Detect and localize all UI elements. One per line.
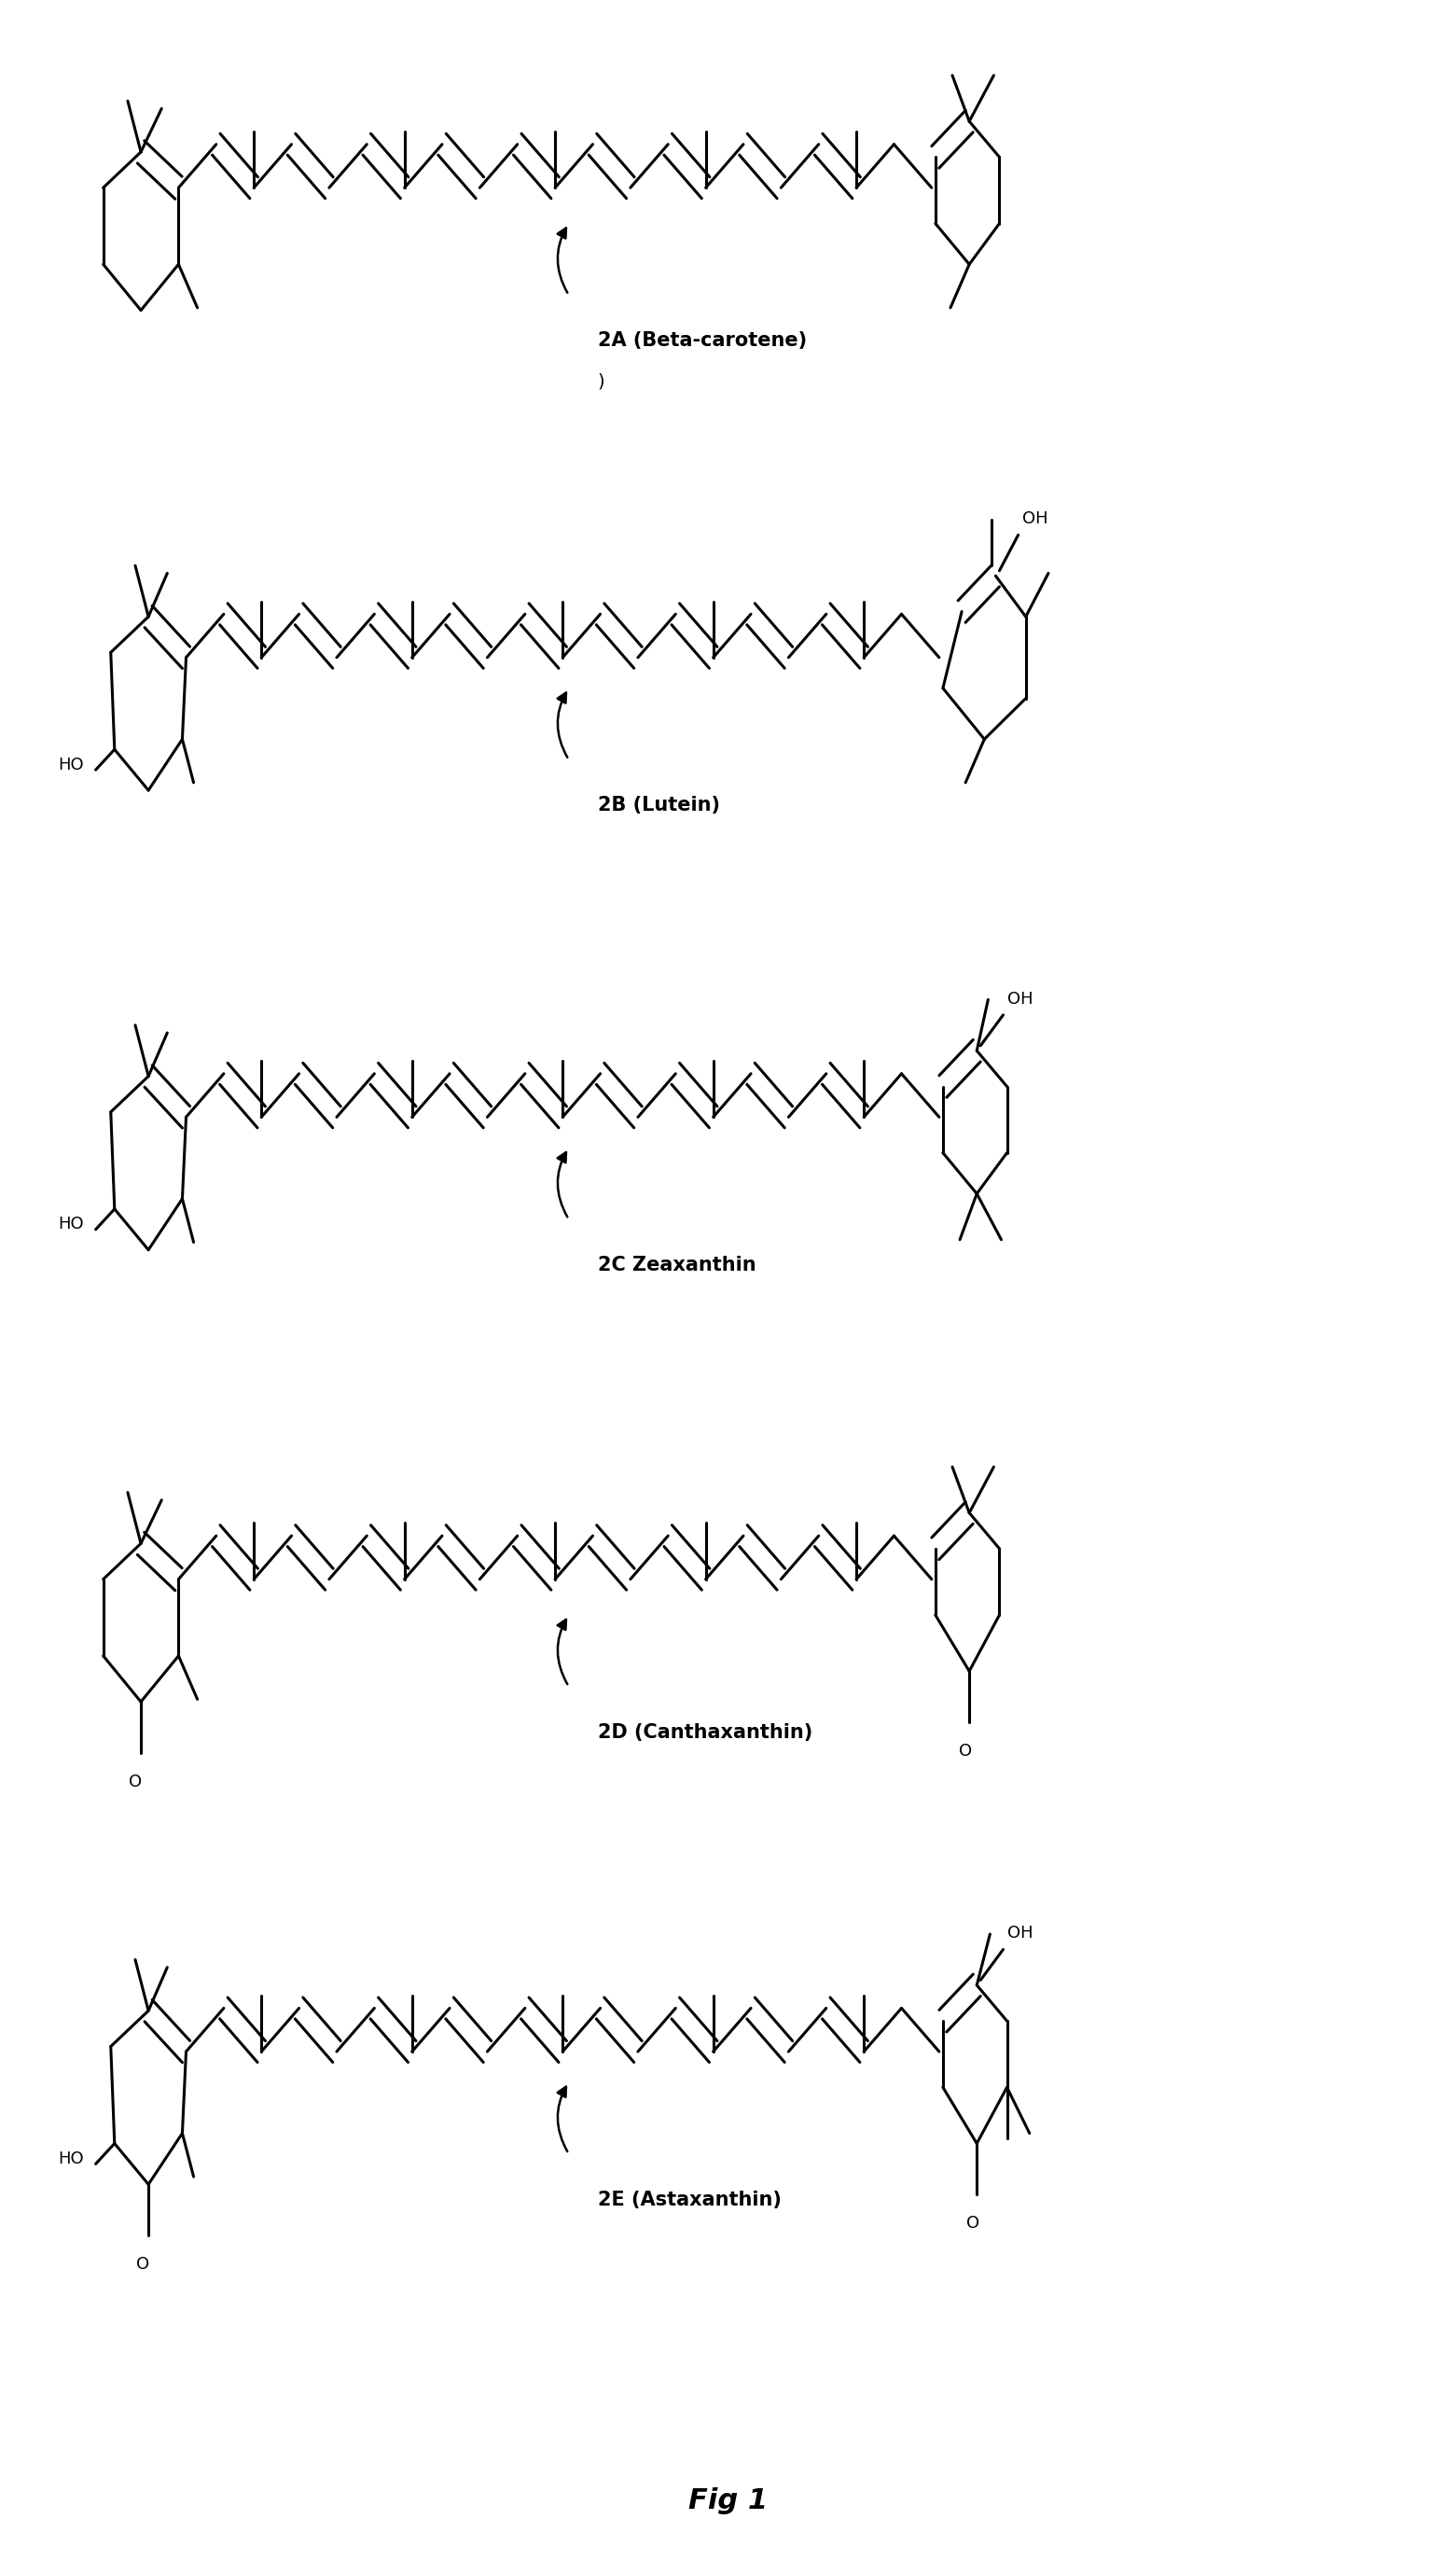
Text: 2C Zeaxanthin: 2C Zeaxanthin — [597, 1255, 756, 1275]
Text: O: O — [137, 2256, 150, 2272]
Text: OH: OH — [1008, 1926, 1032, 1941]
Text: Fig 1: Fig 1 — [689, 2487, 767, 2515]
Text: OH: OH — [1008, 991, 1032, 1006]
Text: HO: HO — [58, 2151, 84, 2167]
Text: O: O — [128, 1772, 141, 1790]
Text: 2B (Lutein): 2B (Lutein) — [597, 796, 719, 814]
Text: O: O — [960, 1741, 973, 1759]
Text: HO: HO — [58, 755, 84, 773]
Text: 2A (Beta-carotene): 2A (Beta-carotene) — [597, 330, 807, 351]
Text: ): ) — [597, 374, 604, 392]
Text: HO: HO — [58, 1216, 84, 1232]
Text: O: O — [967, 2215, 980, 2231]
Text: 2E (Astaxanthin): 2E (Astaxanthin) — [597, 2190, 782, 2210]
Text: 2D (Canthaxanthin): 2D (Canthaxanthin) — [597, 1724, 812, 1741]
Text: OH: OH — [1022, 510, 1048, 528]
